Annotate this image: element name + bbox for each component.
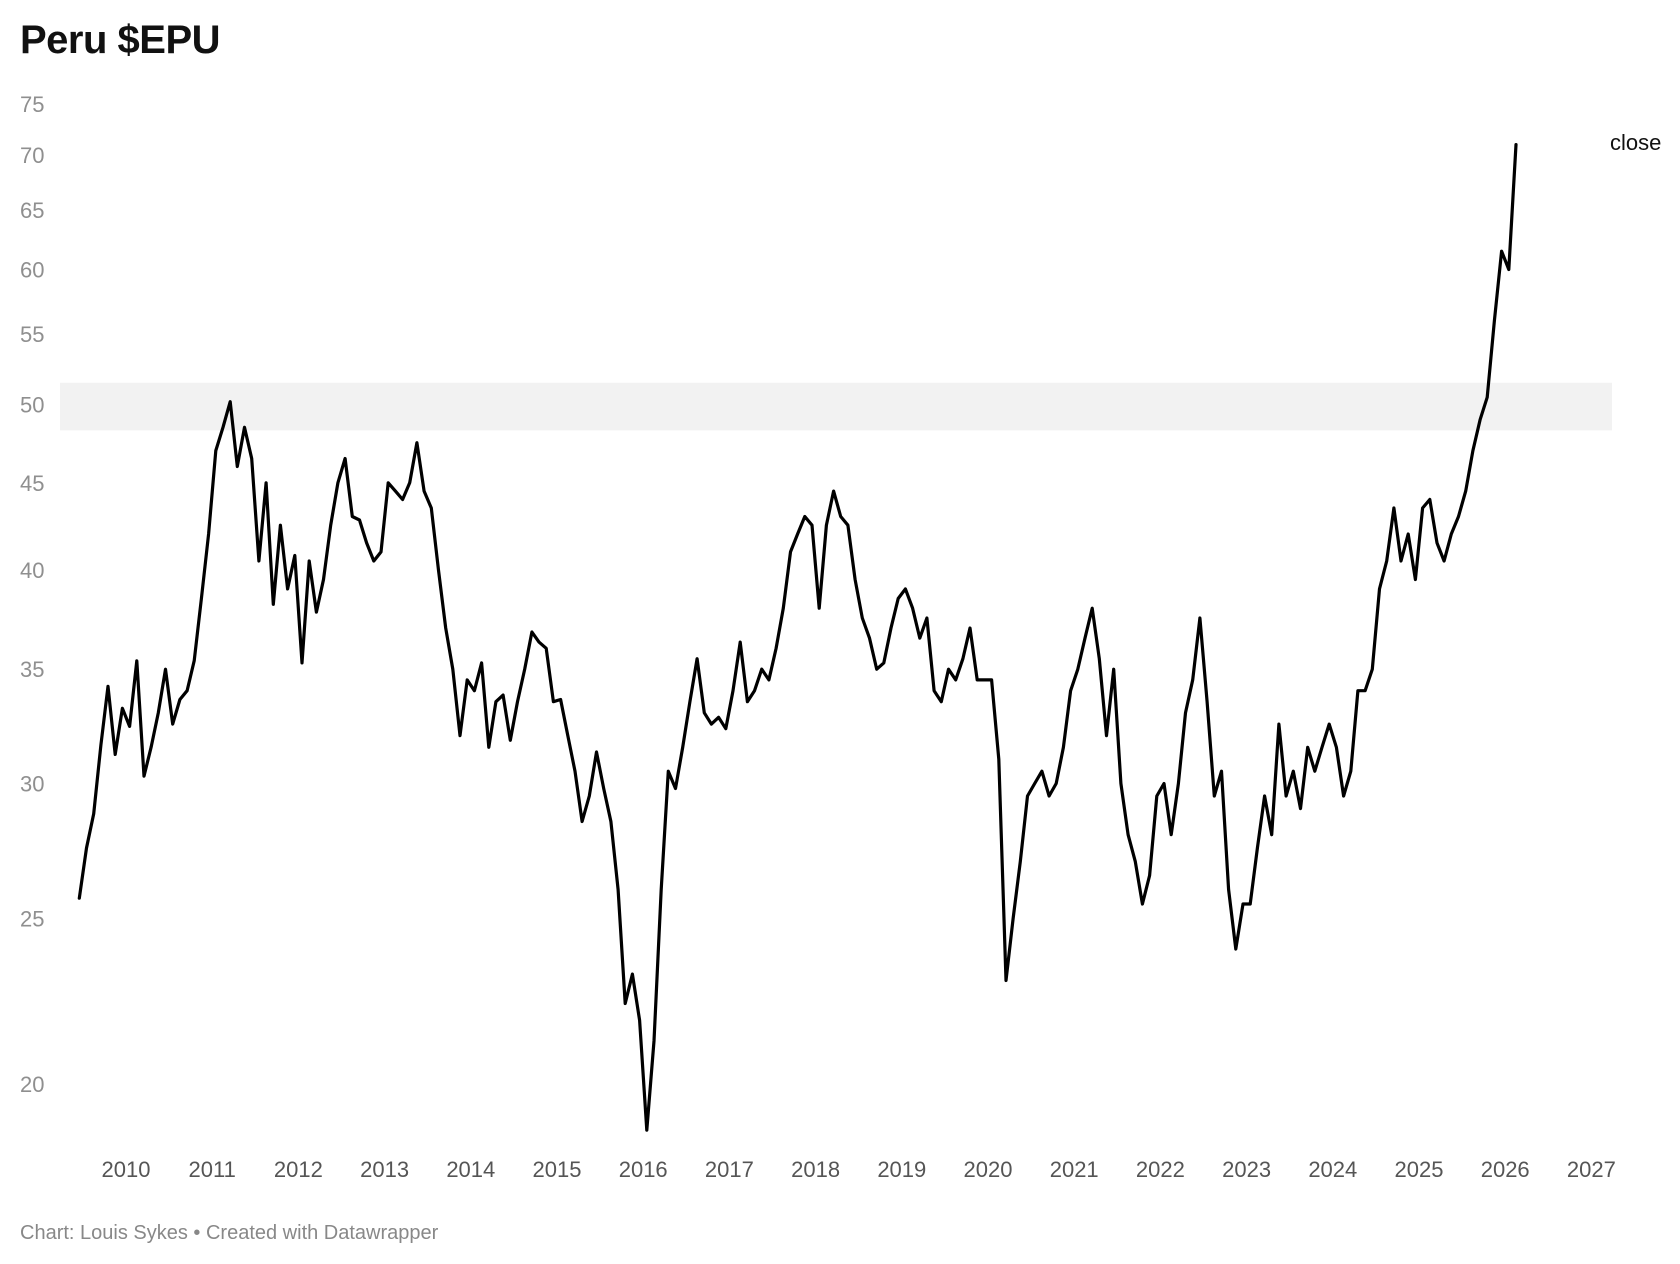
x-tick-label: 2020: [964, 1157, 1013, 1182]
y-tick-label: 30: [20, 772, 44, 797]
y-tick-label: 20: [20, 1072, 44, 1097]
y-tick-label: 55: [20, 322, 44, 347]
x-tick-label: 2017: [705, 1157, 754, 1182]
x-tick-label: 2022: [1136, 1157, 1185, 1182]
highlight-band: [60, 382, 1612, 431]
y-tick-label: 45: [20, 471, 44, 496]
x-tick-label: 2016: [619, 1157, 668, 1182]
x-tick-label: 2013: [360, 1157, 409, 1182]
chart-footer: Chart: Louis Sykes • Created with Datawr…: [20, 1222, 439, 1244]
x-tick-label: 2018: [791, 1157, 840, 1182]
x-tick-label: 2015: [533, 1157, 582, 1182]
y-tick-label: 70: [20, 143, 44, 168]
x-tick-label: 2026: [1481, 1157, 1530, 1182]
x-tick-label: 2011: [189, 1157, 236, 1182]
y-tick-label: 40: [20, 558, 44, 583]
y-tick-label: 65: [20, 198, 44, 223]
chart-title: Peru $EPU: [20, 18, 221, 62]
y-tick-label: 50: [20, 393, 44, 418]
x-tick-label: 2014: [446, 1157, 495, 1182]
y-tick-label: 25: [20, 907, 44, 932]
x-tick-label: 2012: [274, 1157, 323, 1182]
y-tick-label: 60: [20, 257, 44, 282]
series-line-close: [77, 143, 1518, 1132]
x-axis: 2010 2011 2012 2013 2014 2015 2016 2017 2018 2019…: [102, 1157, 1616, 1182]
x-tick-label: 2019: [877, 1157, 926, 1182]
x-tick-label: 2010: [102, 1157, 151, 1182]
x-tick-label: 2027: [1567, 1157, 1616, 1182]
series-label-close: close: [1610, 130, 1661, 155]
x-tick-label: 2023: [1222, 1157, 1271, 1182]
x-tick-label: 2024: [1308, 1157, 1357, 1182]
y-tick-label: 75: [20, 92, 44, 117]
x-tick-label: 2025: [1395, 1157, 1444, 1182]
y-axis: 20 25 30 35 40 45 50 55 60 65 70 75: [20, 92, 44, 1097]
y-tick-label: 35: [20, 657, 44, 682]
x-tick-label: 2021: [1050, 1157, 1099, 1182]
